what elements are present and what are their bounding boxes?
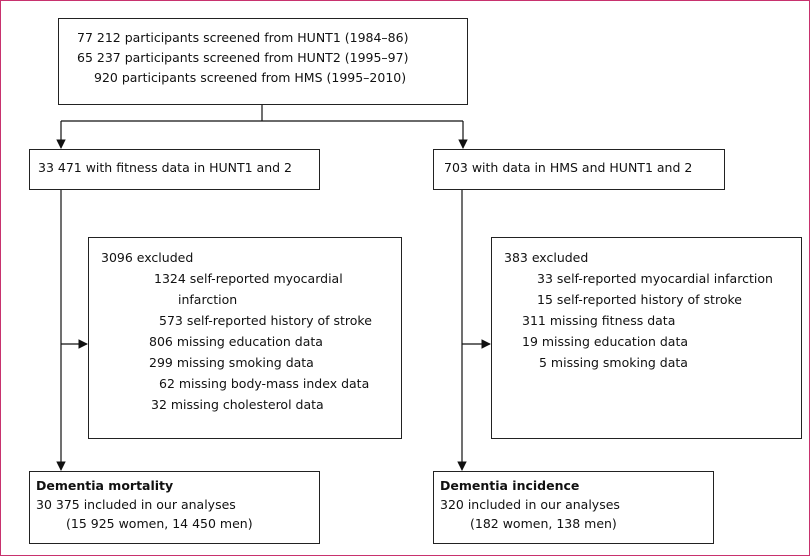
box-title: Dementia incidence — [440, 478, 580, 493]
box-text: 33 471 with fitness data in HUNT1 and 2 — [38, 160, 292, 175]
flow-box: 383 excluded 33 self-reported myocardial … — [491, 237, 802, 439]
box-text: 5 missing smoking data — [539, 355, 688, 370]
box-text: 299 missing smoking data — [149, 355, 314, 370]
flow-box: Dementia mortality 30 375 included in our… — [29, 471, 320, 544]
box-text: 77 212 participants screened from HUNT1 … — [77, 30, 409, 45]
box-text: 383 excluded — [504, 250, 589, 265]
flow-box: 3096 excluded 1324 self-reported myocardi… — [88, 237, 402, 439]
flow-box: 33 471 with fitness data in HUNT1 and 2 — [29, 149, 320, 190]
box-text: 1324 self-reported myocardial — [154, 271, 343, 286]
flow-box: Dementia incidence 320 included in our an… — [433, 471, 714, 544]
box-text: 311 missing fitness data — [522, 313, 676, 328]
box-text: 32 missing cholesterol data — [151, 397, 324, 412]
box-text: 19 missing education data — [522, 334, 689, 349]
box-text: (15 925 women, 14 450 men) — [66, 516, 253, 531]
box-text: 573 self-reported history of stroke — [159, 313, 372, 328]
box-text: (182 women, 138 men) — [470, 516, 617, 531]
box-title: Dementia mortality — [36, 478, 174, 493]
box-text: 65 237 participants screened from HUNT2 … — [77, 50, 409, 65]
box-text: 703 with data in HMS and HUNT1 and 2 — [444, 160, 693, 175]
flow-box: 703 with data in HMS and HUNT1 and 2 — [433, 149, 725, 190]
box-text: 920 participants screened from HMS (1995… — [94, 70, 407, 85]
box-text: 33 self-reported myocardial infarction — [537, 271, 773, 286]
box-text: 806 missing education data — [149, 334, 323, 349]
box-text: 30 375 included in our analyses — [36, 497, 236, 512]
flow-box: 77 212 participants screened from HUNT1 … — [58, 18, 468, 105]
box-text: 15 self-reported history of stroke — [537, 292, 742, 307]
box-text: 3096 excluded — [101, 250, 194, 265]
box-text: 320 included in our analyses — [440, 497, 620, 512]
box-text: infarction — [178, 292, 238, 307]
box-text: 62 missing body-mass index data — [159, 376, 370, 391]
